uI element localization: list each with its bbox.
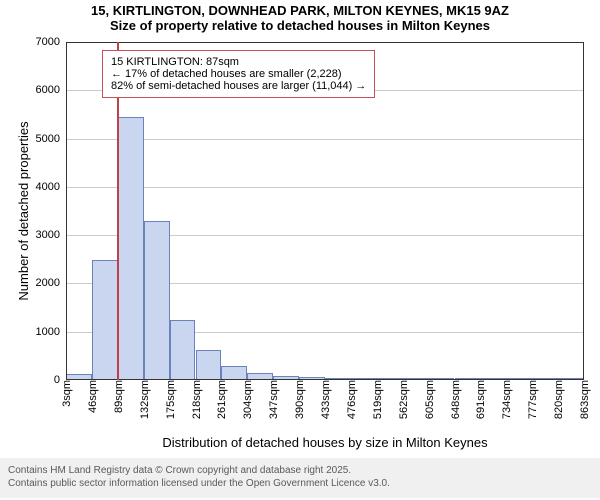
y-axis-label: Number of detached properties (16, 121, 31, 300)
x-tick-label: 777sqm (525, 380, 539, 419)
grid-line (66, 139, 584, 140)
x-tick-label: 304sqm (240, 380, 254, 419)
legend-title: 15 KIRTLINGTON: 87sqm (111, 56, 366, 68)
histogram-bar (221, 366, 247, 380)
x-tick-label: 218sqm (189, 380, 203, 419)
legend-larger: 82% of semi-detached houses are larger (… (111, 80, 366, 92)
histogram-bar (196, 350, 222, 380)
x-tick-label: 390sqm (292, 380, 306, 419)
chart-container: 15, KIRTLINGTON, DOWNHEAD PARK, MILTON K… (0, 0, 600, 500)
histogram-bar (170, 320, 196, 380)
footer-line1: Contains HM Land Registry data © Crown c… (8, 464, 592, 477)
y-tick-label: 4000 (36, 181, 66, 193)
histogram-bar (118, 117, 144, 380)
x-tick-label: 89sqm (111, 380, 125, 413)
x-tick-label: 3sqm (59, 380, 73, 407)
x-tick-label: 433sqm (318, 380, 332, 419)
grid-line (66, 42, 584, 43)
y-tick-label: 2000 (36, 277, 66, 289)
x-tick-label: 605sqm (422, 380, 436, 419)
x-tick-label: 261sqm (214, 380, 228, 419)
footer-line2: Contains public sector information licen… (8, 477, 592, 490)
x-tick-label: 46sqm (85, 380, 99, 413)
chart-title-line1: 15, KIRTLINGTON, DOWNHEAD PARK, MILTON K… (0, 0, 600, 18)
grid-line (66, 187, 584, 188)
x-tick-label: 648sqm (448, 380, 462, 419)
x-tick-label: 562sqm (396, 380, 410, 419)
legend-box: 15 KIRTLINGTON: 87sqm ← 17% of detached … (102, 50, 375, 98)
histogram-bar (247, 373, 273, 380)
y-tick-label: 3000 (36, 229, 66, 241)
y-tick-label: 7000 (36, 36, 66, 48)
histogram-bar (144, 221, 170, 380)
x-axis-label: Distribution of detached houses by size … (162, 435, 487, 450)
x-tick-label: 691sqm (473, 380, 487, 419)
x-tick-label: 347sqm (266, 380, 280, 419)
plot-area: 010002000300040005000600070003sqm46sqm89… (66, 42, 584, 380)
y-tick-label: 1000 (36, 326, 66, 338)
y-tick-label: 6000 (36, 84, 66, 96)
x-tick-label: 476sqm (344, 380, 358, 419)
x-tick-label: 863sqm (577, 380, 591, 419)
y-tick-label: 5000 (36, 133, 66, 145)
x-tick-label: 132sqm (137, 380, 151, 419)
x-tick-label: 820sqm (551, 380, 565, 419)
x-tick-label: 734sqm (499, 380, 513, 419)
legend-smaller: ← 17% of detached houses are smaller (2,… (111, 68, 366, 80)
footer: Contains HM Land Registry data © Crown c… (0, 458, 600, 498)
histogram-bar (92, 260, 118, 380)
x-tick-label: 175sqm (163, 380, 177, 419)
chart-title-line2: Size of property relative to detached ho… (0, 18, 600, 33)
x-tick-label: 519sqm (370, 380, 384, 419)
